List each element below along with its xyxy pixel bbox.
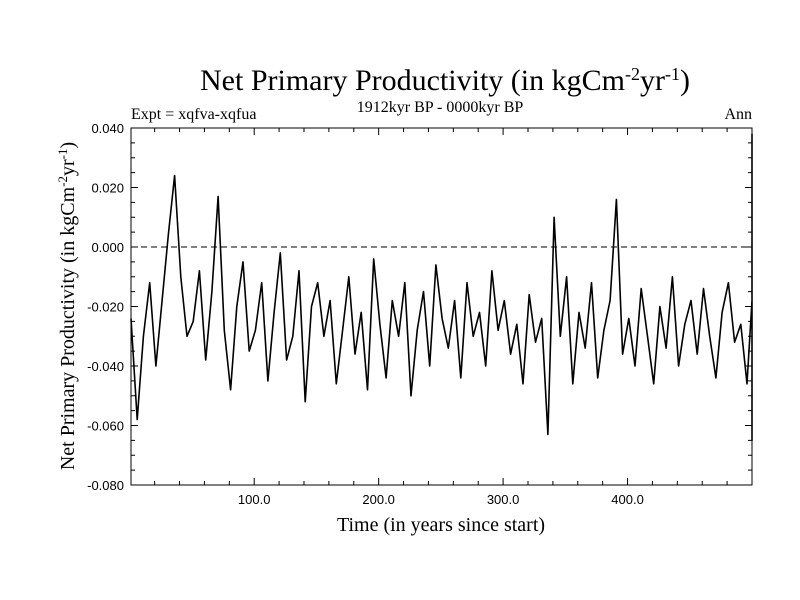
y-tick-label: -0.020 bbox=[87, 300, 124, 315]
chart-title-main: Net Primary Productivity (in kgCm bbox=[200, 64, 625, 97]
chart-title-sup2: -1 bbox=[665, 64, 680, 84]
npp-series-line bbox=[130, 133, 753, 442]
x-axis-title: Time (in years since start) bbox=[337, 514, 545, 536]
y-tick-label: 0.020 bbox=[91, 181, 124, 196]
x-tick-label: 200.0 bbox=[362, 492, 395, 507]
y-axis-title-end: ) bbox=[57, 142, 79, 149]
chart-title-sup1: -2 bbox=[625, 64, 640, 84]
x-tick-label: 300.0 bbox=[487, 492, 520, 507]
chart-title-mid: yr bbox=[640, 64, 665, 97]
y-axis-title-sup2: -1 bbox=[55, 149, 70, 160]
y-axis-title-sup1: -2 bbox=[55, 176, 70, 187]
y-tick-label: -0.040 bbox=[87, 359, 124, 374]
y-tick-label: 0.040 bbox=[91, 121, 124, 136]
experiment-label: Expt = xqfva-xqfua bbox=[131, 106, 256, 123]
y-axis-title-mid: yr bbox=[57, 159, 79, 176]
season-label: Ann bbox=[724, 106, 752, 123]
y-axis-ticks: 0.040 0.020 0.000 -0.020 -0.040 -0.060 -0.080 bbox=[87, 121, 752, 493]
y-tick-label: 0.000 bbox=[91, 240, 124, 255]
y-tick-label: -0.060 bbox=[87, 419, 124, 434]
y-axis-title: Net Primary Productivity (in kgCm-2yr-1) bbox=[55, 142, 80, 470]
x-tick-label: 400.0 bbox=[611, 492, 644, 507]
y-tick-label: -0.080 bbox=[87, 478, 124, 493]
x-axis-ticks: 100.0 200.0 300.0 400.0 bbox=[154, 128, 728, 507]
chart-title-end: ) bbox=[680, 64, 690, 97]
chart-title: Net Primary Productivity (in kgCm-2yr-1) bbox=[200, 64, 690, 97]
y-axis-title-main: Net Primary Productivity (in kgCm bbox=[57, 186, 79, 470]
x-tick-label: 100.0 bbox=[238, 492, 271, 507]
time-range-label: 1912kyr BP - 0000kyr BP bbox=[357, 99, 524, 116]
